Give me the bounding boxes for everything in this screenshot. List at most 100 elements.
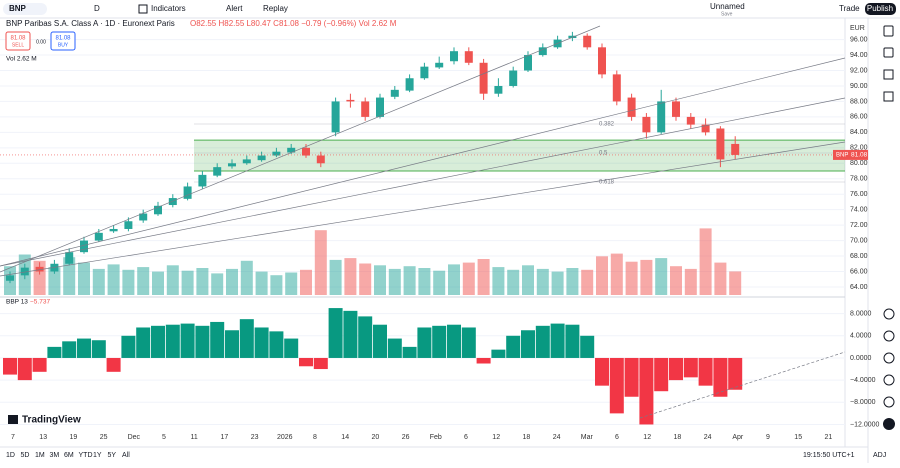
x-tick-label: 11 — [191, 434, 198, 441]
bbp-bar — [195, 325, 210, 358]
fib-level-label: 0.618 — [599, 180, 615, 186]
candle-body — [672, 101, 680, 117]
x-tick-label: 21 — [825, 434, 833, 441]
sell-button[interactable] — [5, 31, 31, 51]
range-button[interactable]: 1D — [6, 452, 15, 459]
replay-button[interactable]: Replay — [263, 4, 288, 13]
bbp-bar — [639, 357, 654, 425]
bbp-bar — [565, 324, 580, 358]
volume-bar — [640, 259, 653, 295]
volume-bar — [122, 269, 135, 295]
candle-body — [731, 143, 740, 155]
last-price: 81.08 — [851, 152, 868, 159]
volume-bar — [211, 273, 224, 295]
candle-body — [94, 232, 103, 241]
candle-body — [568, 35, 577, 39]
candle-body — [598, 47, 606, 75]
range-button[interactable]: All — [122, 452, 130, 459]
y-tick-label: 72.00 — [850, 222, 868, 229]
fib-level-label: 0.382 — [599, 122, 615, 128]
bbp-bar — [269, 331, 284, 358]
y-tick-label: 88.00 — [850, 98, 868, 105]
x-tick-label: 26 — [402, 434, 410, 441]
bbp-bar — [609, 357, 624, 414]
brand: TradingView — [22, 415, 81, 426]
volume-bar — [566, 268, 579, 295]
bbp-bar — [284, 338, 299, 358]
adj[interactable]: ADJ — [873, 452, 886, 459]
alert-button[interactable]: Alert — [226, 4, 243, 13]
range-button[interactable]: YTD — [79, 452, 93, 459]
trend-lines — [0, 25, 846, 277]
x-tick-label: 6 — [615, 434, 619, 441]
publish-bg[interactable] — [865, 3, 896, 15]
bbp-bar — [387, 338, 402, 358]
volume-bar — [625, 261, 638, 295]
x-tick-label: 19 — [70, 434, 78, 441]
y-tick-label: 74.00 — [850, 206, 868, 213]
volume-bar — [610, 253, 623, 295]
sell-label[interactable]: SELL — [12, 42, 24, 48]
y-tick-label: 90.00 — [850, 83, 868, 90]
trade-button[interactable]: Trade — [839, 4, 860, 13]
volume-bar — [462, 262, 475, 295]
legend-title: BNP Paribas S.A. Class A · 1D · Euronext… — [6, 19, 175, 28]
range-button[interactable]: 1Y — [93, 452, 102, 459]
y-tick-label: 64.00 — [850, 284, 868, 291]
save-label[interactable]: Save — [721, 11, 733, 17]
x-tick-label: 12 — [492, 434, 500, 441]
interval[interactable]: D — [94, 4, 100, 13]
bbp-bar — [47, 346, 62, 358]
indicators-button[interactable]: Indicators — [151, 4, 186, 13]
y-tick-label: 70.00 — [850, 237, 868, 244]
symbol-search[interactable] — [3, 3, 47, 15]
x-tick-label: 9 — [766, 434, 770, 441]
publish-button[interactable]: Publish — [867, 4, 893, 13]
buy-price[interactable]: 81.08 — [55, 36, 71, 42]
volume-bar — [255, 271, 268, 295]
range-button[interactable]: 3M — [50, 452, 60, 459]
bbp-bar — [491, 349, 506, 358]
bbp-bar — [136, 327, 151, 358]
volume-bar — [522, 265, 534, 295]
range-button[interactable]: 6M — [64, 452, 74, 459]
bbp-bar — [151, 325, 165, 358]
volume-bar — [137, 267, 150, 295]
volume-bar — [699, 228, 712, 295]
volume-bar — [388, 268, 401, 295]
volume-bar — [314, 230, 327, 295]
buy-label[interactable]: BUY — [58, 42, 69, 48]
y-tick-label: 82.00 — [850, 145, 868, 152]
volume-bar — [477, 259, 490, 295]
buy-button[interactable] — [50, 31, 76, 51]
volume-bar — [403, 266, 416, 295]
candle-body — [686, 116, 695, 125]
range-button[interactable]: 5D — [21, 452, 30, 459]
bbp-bar — [343, 310, 358, 358]
sell-price[interactable]: 81.08 — [10, 36, 26, 42]
volume-bar — [344, 258, 357, 295]
bbp-bar — [32, 357, 47, 372]
bbp-bar — [299, 357, 313, 367]
volume-bar — [196, 268, 209, 295]
bbp-bar — [580, 335, 595, 358]
x-tick-label: 23 — [251, 434, 259, 441]
bbp-bar — [624, 357, 639, 397]
range-button[interactable]: 5Y — [108, 452, 117, 459]
range-button[interactable]: 1M — [35, 452, 45, 459]
y-tick-label: 66.00 — [850, 268, 868, 275]
bbp-bar — [358, 316, 373, 358]
symbol[interactable]: BNP — [9, 4, 27, 13]
layout-name[interactable]: Unnamed — [710, 2, 745, 11]
bbp-bar — [683, 357, 698, 378]
bbp-bar — [17, 357, 32, 381]
y-tick-label: 84.00 — [850, 129, 868, 136]
volume-bar — [596, 256, 608, 295]
candle-body — [361, 101, 370, 117]
currency: EUR — [850, 25, 865, 32]
y2-tick-label: −12.0000 — [850, 421, 879, 428]
bbp-bar — [91, 340, 106, 358]
candle-body — [450, 51, 458, 62]
bbp-bar — [373, 324, 387, 358]
